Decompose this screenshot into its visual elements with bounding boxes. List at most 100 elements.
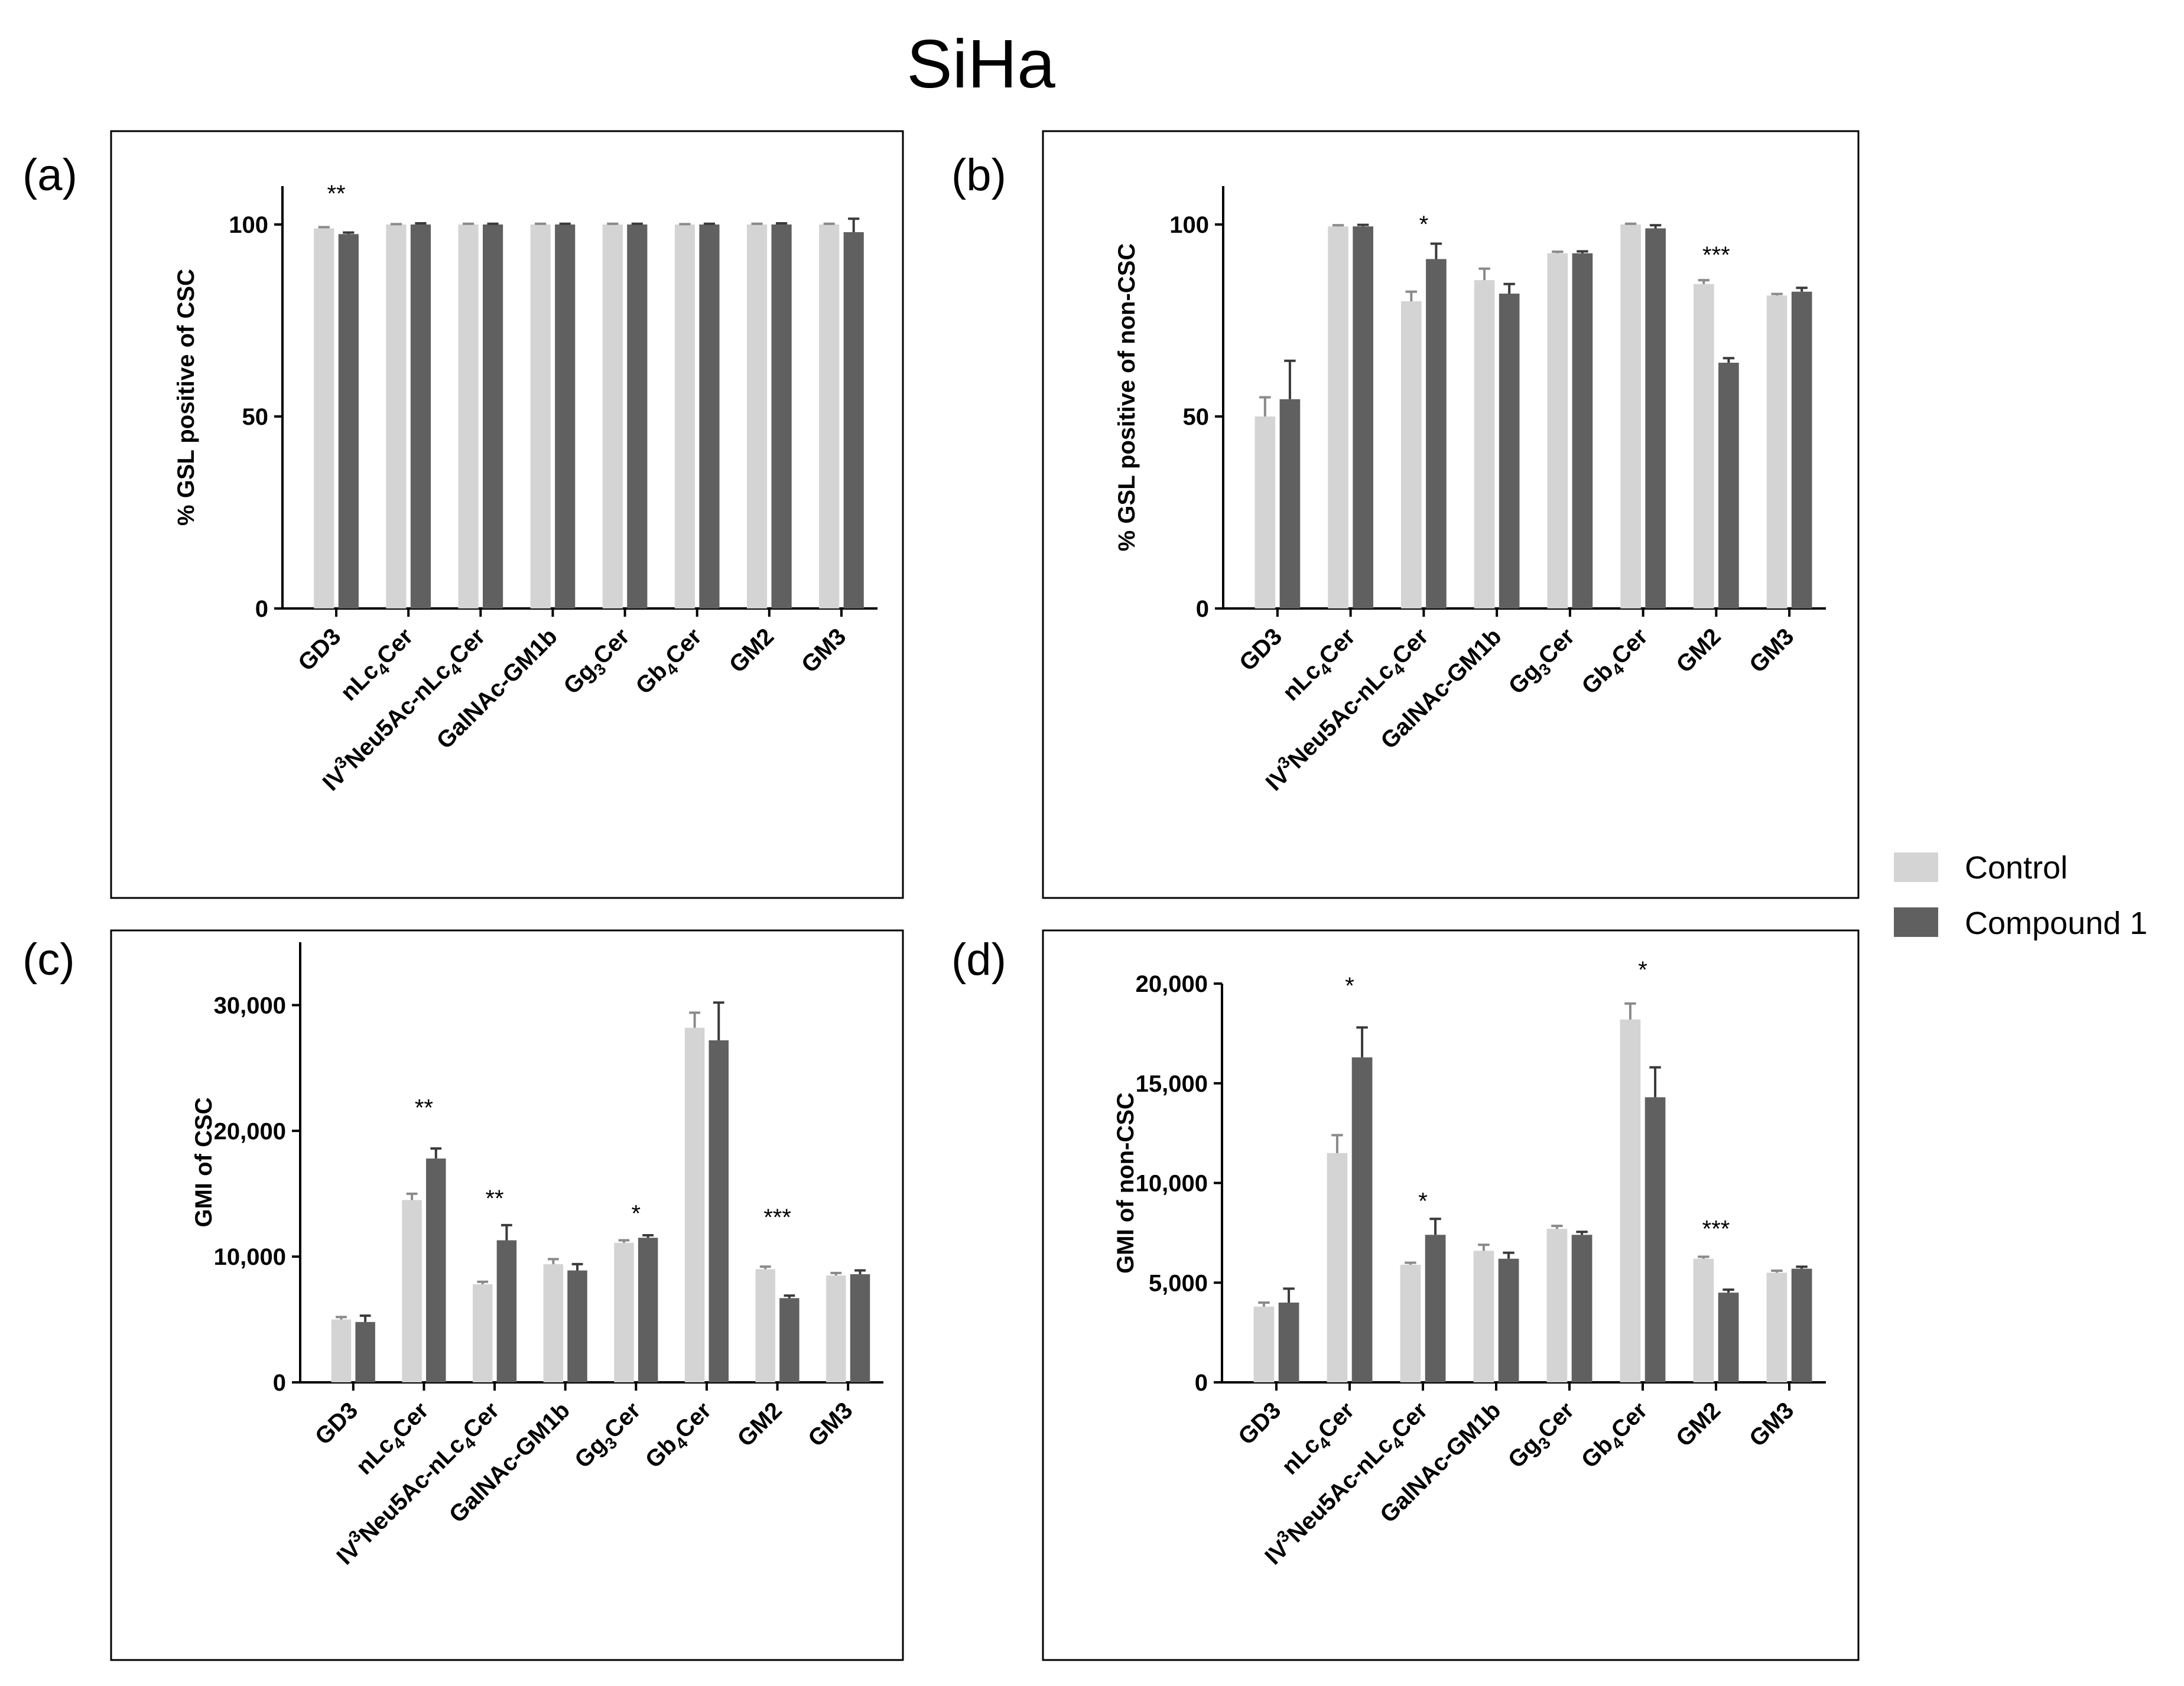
category-label: Gg3Cer (1503, 1397, 1582, 1476)
category-label-part: GM2 (724, 623, 779, 678)
y-tick-label: 10,000 (1136, 1171, 1208, 1197)
bar-control (746, 224, 768, 608)
bar-compound-1 (410, 224, 431, 608)
y-tick-label: 20,000 (214, 1118, 286, 1144)
y-tick-label: 50 (1183, 404, 1210, 430)
bar-control (826, 1275, 846, 1382)
bar-compound-1 (1498, 1258, 1519, 1382)
bar-control (1253, 1306, 1275, 1382)
bar-compound-1 (496, 1240, 517, 1382)
category-label: GM2 (1671, 623, 1725, 678)
bar-compound-1 (1571, 1235, 1592, 1382)
category-label-part: GM3 (1744, 1397, 1799, 1451)
bar-control (1547, 253, 1568, 608)
bar-compound-1 (1718, 1293, 1739, 1382)
bar-compound-1 (1279, 399, 1301, 608)
bar-control (458, 224, 479, 608)
panel-label: (d) (951, 935, 1006, 985)
category-label-part: GD3 (293, 623, 346, 676)
y-tick-label: 30,000 (214, 992, 286, 1018)
bar-control (1328, 226, 1348, 608)
category-label: GD3 (1233, 1397, 1286, 1450)
bar-control (1327, 1153, 1348, 1382)
y-tick-label: 0 (1196, 596, 1209, 622)
bar-control (614, 1242, 634, 1382)
category-label-part: GD3 (1234, 623, 1287, 676)
y-tick-label: 0 (1195, 1370, 1208, 1396)
y-tick-label: 50 (242, 404, 269, 430)
panel-label: (c) (22, 935, 75, 985)
bar-compound-1 (850, 1274, 870, 1382)
bar-compound-1 (555, 224, 576, 608)
bar-compound-1 (1426, 259, 1447, 608)
category-label-part: GM3 (803, 1397, 857, 1451)
y-axis-title: GMI of non-CSC (1113, 1092, 1139, 1274)
bar-compound-1 (1425, 1235, 1446, 1382)
significance-marker: ** (327, 181, 345, 207)
bar-control (674, 224, 696, 608)
y-tick-label: 15,000 (1136, 1071, 1208, 1097)
category-label: GM3 (1744, 623, 1799, 678)
category-label: GM3 (797, 623, 851, 678)
bar-control (472, 1284, 493, 1382)
bar-compound-1 (426, 1158, 446, 1382)
significance-marker: * (632, 1201, 641, 1227)
category-label: GalNAc-GM1b (432, 623, 563, 754)
category-label: Gb4Cer (641, 1397, 720, 1476)
category-label: GD3 (293, 623, 346, 676)
panel-label: (b) (951, 150, 1006, 200)
significance-marker: * (1419, 211, 1429, 237)
y-axis-title: GMI of CSC (191, 1098, 217, 1228)
significance-marker: * (1638, 957, 1647, 983)
panel-label: (a) (22, 150, 77, 200)
category-label: Gg3Cer (558, 623, 638, 702)
bar-compound-1 (779, 1298, 800, 1382)
bar-compound-1 (843, 232, 864, 608)
bar-compound-1 (1718, 363, 1739, 608)
legend-swatch-control (1894, 852, 1938, 882)
bar-control (1400, 1264, 1421, 1382)
y-tick-label: 20,000 (1136, 971, 1208, 997)
bar-compound-1 (708, 1040, 729, 1382)
bar-control (1473, 1251, 1494, 1382)
significance-marker: ** (485, 1186, 503, 1212)
category-label-part: GM3 (1744, 623, 1799, 678)
bar-control (1474, 280, 1495, 608)
bar-compound-1 (355, 1322, 375, 1382)
bar-compound-1 (567, 1270, 587, 1382)
category-label: GM2 (733, 1397, 787, 1451)
bar-control (1620, 224, 1641, 608)
category-label: GalNAc-GM1b (444, 1397, 575, 1528)
significance-marker: *** (1702, 242, 1730, 268)
bar-compound-1 (699, 224, 720, 608)
y-axis-title: % GSL positive of CSC (173, 269, 199, 526)
category-label-part: GM3 (797, 623, 851, 678)
legend-label-compound-1: Compound 1 (1965, 906, 2147, 941)
bar-control (1694, 284, 1714, 608)
panel-frame (110, 929, 904, 1661)
category-label: Gb4Cer (630, 623, 710, 702)
bar-control (386, 224, 407, 608)
panel-frame (1042, 929, 1860, 1661)
y-axis-title: % GSL positive of non-CSC (1114, 243, 1140, 552)
y-tick-label: 10,000 (214, 1244, 286, 1270)
bar-compound-1 (638, 1238, 658, 1382)
category-label: Gg3Cer (1504, 623, 1583, 702)
category-label: Gb4Cer (1577, 623, 1656, 702)
category-label-part: GM2 (733, 1397, 787, 1451)
category-label: Gg3Cer (570, 1397, 649, 1476)
category-label-part: GalNAc-GM1b (432, 623, 563, 754)
bar-compound-1 (1499, 294, 1520, 608)
bar-control (530, 224, 551, 608)
bar-control (819, 224, 840, 608)
legend: Control Compound 1 (1894, 850, 2147, 941)
bar-compound-1 (1644, 1097, 1666, 1382)
bar-control (402, 1200, 422, 1382)
bar-compound-1 (627, 224, 648, 608)
category-label-part: GalNAc-GM1b (444, 1397, 575, 1528)
